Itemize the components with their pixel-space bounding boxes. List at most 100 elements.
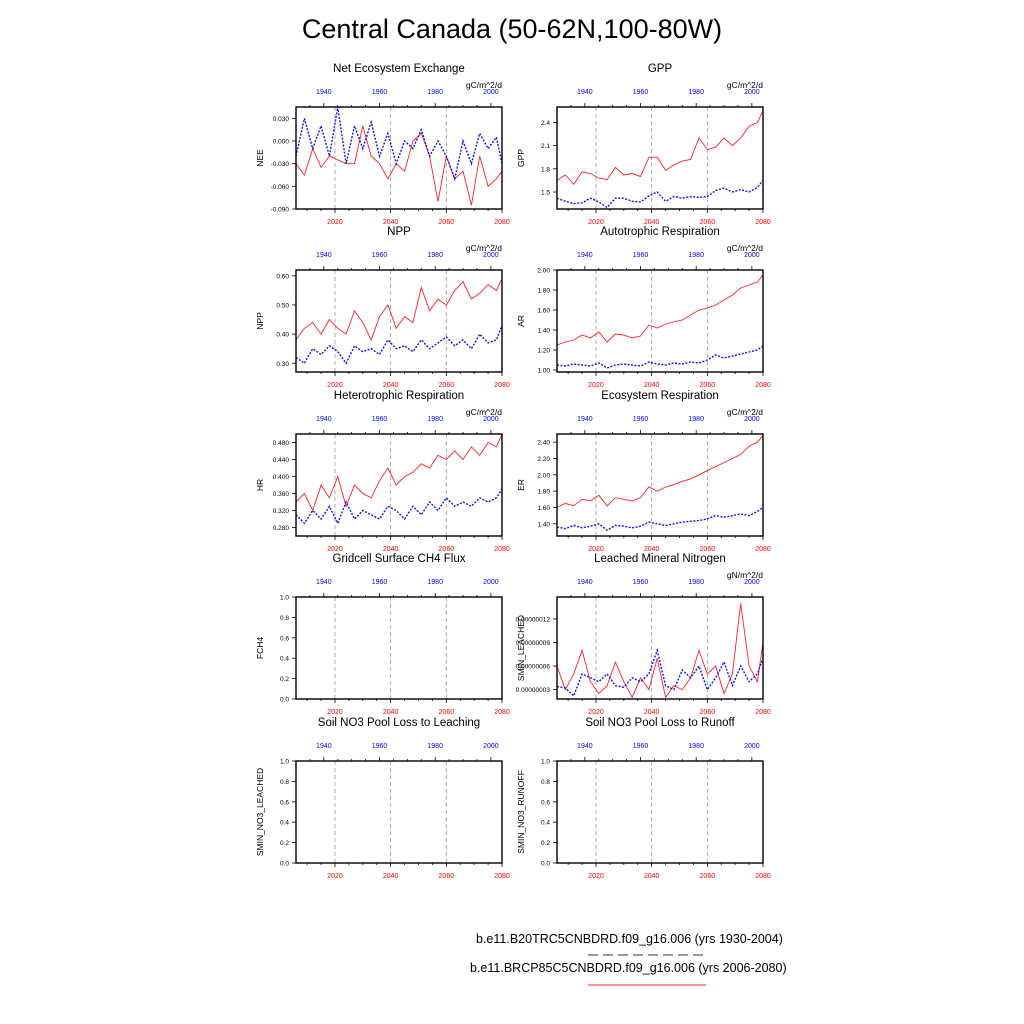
y-tick-label: 2.1 <box>541 143 550 150</box>
y-tick-label: 0.6 <box>541 799 550 806</box>
panel-title: Soil NO3 Pool Loss to Leaching <box>318 717 480 729</box>
x-top-tick-label: 2000 <box>483 89 499 96</box>
series-line-historical <box>556 179 764 209</box>
y-tick-label: 0.50 <box>276 302 289 309</box>
x-top-tick-label: 1960 <box>633 252 649 259</box>
x-top-tick-label: 2000 <box>744 743 760 750</box>
plot-frame <box>556 269 764 373</box>
series-line-future <box>295 433 503 512</box>
y-tick-label: 1.5 <box>541 190 550 197</box>
x-tick-label: 2060 <box>439 219 455 226</box>
x-top-tick-label: 1980 <box>688 416 704 423</box>
x-tick-label: 2020 <box>327 546 343 553</box>
plot-frame <box>295 596 503 700</box>
x-tick-label: 2020 <box>588 219 604 226</box>
y-tick-label: 1.40 <box>537 521 550 528</box>
y-tick-label: 0.8 <box>541 779 550 786</box>
x-top-tick-label: 1960 <box>633 743 649 750</box>
plot-frame <box>295 760 503 864</box>
y-tick-label: 0.60 <box>276 273 289 280</box>
panel-title: Soil NO3 Pool Loss to Runoff <box>585 717 735 729</box>
y-tick-label: 0.6 <box>280 635 289 642</box>
y-tick-label: 1.8 <box>541 166 550 173</box>
y-tick-label: 0.00000003 <box>516 687 551 694</box>
panel-er: Ecosystem Respiration gC/m^2/d ER 2020 2040 2… <box>516 390 771 553</box>
x-top-tick-label: 2000 <box>744 579 760 586</box>
x-tick-label: 2020 <box>588 382 604 389</box>
x-top-tick-label: 2000 <box>483 743 499 750</box>
y-tick-label: 1.80 <box>537 489 550 496</box>
units-label: gC/m^2/d <box>466 243 502 253</box>
y-tick-label: -0.030 <box>271 161 290 168</box>
x-tick-label: 2060 <box>439 873 455 880</box>
x-top-tick-label: 1980 <box>427 579 443 586</box>
panel-fch4: Gridcell Surface CH4 Flux FCH4 2020 2040 206… <box>255 553 510 716</box>
y-tick-label: 0.0 <box>541 861 550 868</box>
x-tick-label: 2060 <box>439 546 455 553</box>
y-axis-label: SMIN_NO3_RUNOFF <box>516 770 526 854</box>
x-top-tick-label: 1980 <box>688 89 704 96</box>
x-tick-label: 2080 <box>755 873 771 880</box>
y-tick-label: 2.4 <box>541 120 550 127</box>
x-top-tick-label: 1940 <box>316 743 332 750</box>
x-tick-label: 2080 <box>494 219 510 226</box>
units-label: gN/m^2/d <box>727 570 763 580</box>
series-line-historical <box>295 106 503 182</box>
x-tick-label: 2060 <box>439 382 455 389</box>
x-tick-label: 2040 <box>383 219 399 226</box>
y-axis-label: SMIN_NO3_LEACHED <box>255 768 265 856</box>
y-axis-label: HR <box>255 479 265 491</box>
series-line-historical <box>556 345 764 369</box>
y-tick-label: 0.6 <box>280 799 289 806</box>
x-top-tick-label: 1940 <box>577 252 593 259</box>
y-axis-label: GPP <box>516 149 526 167</box>
plot-frame <box>295 433 503 537</box>
x-top-tick-label: 1980 <box>427 89 443 96</box>
x-top-tick-label: 1960 <box>372 579 388 586</box>
x-top-tick-label: 1960 <box>372 89 388 96</box>
y-tick-label: 1.80 <box>537 288 550 295</box>
x-tick-label: 2020 <box>588 709 604 716</box>
series-line-future <box>295 278 503 342</box>
plot-frame <box>556 760 764 864</box>
x-tick-label: 2040 <box>383 709 399 716</box>
y-axis-label: AR <box>516 315 526 327</box>
units-label: gC/m^2/d <box>466 80 502 90</box>
y-tick-label: 2.40 <box>537 440 550 447</box>
x-tick-label: 2060 <box>439 709 455 716</box>
legend-label-historical: b.e11.B20TRC5CNBDRD.f09_g16.006 (yrs 193… <box>476 932 783 946</box>
units-label: gC/m^2/d <box>466 407 502 417</box>
x-tick-label: 2040 <box>644 709 660 716</box>
units-label: gC/m^2/d <box>727 80 763 90</box>
x-top-tick-label: 1960 <box>372 252 388 259</box>
panel-npp: NPP gC/m^2/d NPP 2020 2040 2060 2080 1940 1960 19… <box>255 226 510 389</box>
plot-frame <box>295 269 503 373</box>
x-tick-label: 2020 <box>588 546 604 553</box>
x-tick-label: 2040 <box>644 219 660 226</box>
y-tick-label: 0.8 <box>280 779 289 786</box>
y-tick-label: 0.000 <box>273 139 290 146</box>
units-label: gC/m^2/d <box>727 407 763 417</box>
y-tick-label: 0.0 <box>280 861 289 868</box>
y-axis-label: NPP <box>255 312 265 330</box>
y-tick-label: 0.440 <box>273 457 290 464</box>
y-tick-label: 0.0 <box>280 697 289 704</box>
x-top-tick-label: 1940 <box>577 416 593 423</box>
x-tick-label: 2060 <box>700 709 716 716</box>
x-top-tick-label: 1940 <box>577 89 593 96</box>
y-tick-label: 1.20 <box>537 348 550 355</box>
series-line-future <box>556 274 764 346</box>
x-tick-label: 2080 <box>755 219 771 226</box>
x-top-tick-label: 1960 <box>372 416 388 423</box>
series-line-future <box>556 435 764 508</box>
x-tick-label: 2040 <box>644 382 660 389</box>
y-tick-label: 0.400 <box>273 474 290 481</box>
x-top-tick-label: 2000 <box>483 416 499 423</box>
panel-smin_no3_runoff: Soil NO3 Pool Loss to Runoff SMIN_NO3_RUN… <box>516 717 771 880</box>
y-tick-label: 0.2 <box>280 840 289 847</box>
series-line-future <box>295 125 503 206</box>
x-top-tick-label: 1980 <box>688 743 704 750</box>
